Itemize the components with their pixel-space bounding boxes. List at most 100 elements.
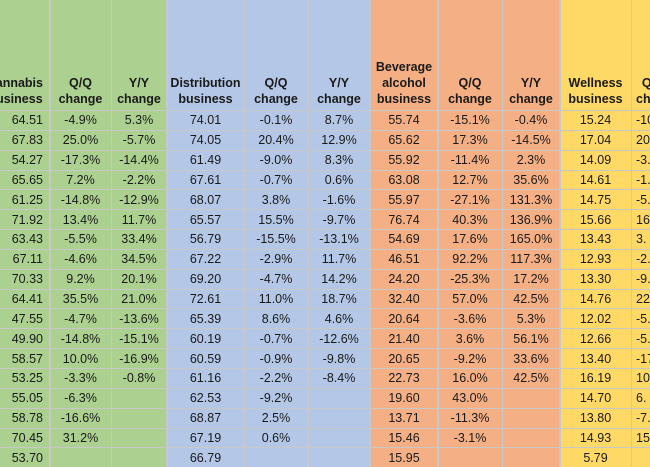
cell-beverage-yy-change[interactable] [503, 428, 559, 448]
cell-beverage-qq-change[interactable]: -25.3% [438, 269, 502, 289]
cell-wellness-qq-change[interactable]: 10. [632, 368, 650, 388]
cell-wellness-business[interactable]: 5.79 [560, 448, 631, 467]
cell-wellness-business[interactable]: 13.30 [560, 269, 631, 289]
cell-distribution-business[interactable]: 67.19 [167, 428, 244, 448]
cell-cannabis-qq-change[interactable]: -4.6% [50, 249, 111, 269]
cell-beverage-qq-change[interactable]: -3.1% [438, 428, 502, 448]
cell-beverage-yy-change[interactable] [503, 388, 559, 408]
cell-cannabis-yy-change[interactable]: 11.7% [112, 210, 166, 230]
cell-beverage-yy-change[interactable]: 33.6% [503, 349, 559, 368]
cell-distribution-yy-change[interactable]: -9.8% [308, 349, 370, 368]
cell-distribution-business[interactable]: 61.16 [167, 368, 244, 388]
cell-distribution-qq-change[interactable]: -0.7% [245, 170, 307, 190]
cell-beverage-qq-change[interactable]: -15.1% [438, 111, 502, 130]
cell-distribution-qq-change[interactable]: -0.9% [245, 349, 307, 368]
header-beverage-alcohol-business[interactable]: Beverage alcohol business [371, 0, 437, 110]
cell-cannabis-qq-change[interactable]: -17.3% [50, 150, 111, 170]
header-cannabis-yy-change[interactable]: Y/Y change [112, 0, 166, 110]
cell-wellness-qq-change[interactable] [632, 448, 650, 467]
cell-distribution-yy-change[interactable]: 8.7% [308, 111, 370, 130]
cell-beverage-qq-change[interactable]: 12.7% [438, 170, 502, 190]
header-distribution-qq-change[interactable]: Q/Q change [245, 0, 307, 110]
header-beverage-qq-change[interactable]: Q/Q change [438, 0, 502, 110]
cell-cannabis-yy-change[interactable]: -15.1% [112, 329, 166, 349]
cell-cannabis-qq-change[interactable]: -4.7% [50, 309, 111, 329]
cell-wellness-business[interactable]: 15.66 [560, 210, 631, 230]
cell-beverage-qq-change[interactable] [438, 448, 502, 467]
cell-distribution-business[interactable]: 65.57 [167, 210, 244, 230]
header-distribution-business[interactable]: Distribution business [167, 0, 244, 110]
cell-wellness-business[interactable]: 14.93 [560, 428, 631, 448]
cell-cannabis-business[interactable]: 63.43 [0, 230, 49, 249]
cell-wellness-business[interactable]: 14.76 [560, 289, 631, 309]
cell-distribution-business[interactable]: 69.20 [167, 269, 244, 289]
cell-distribution-yy-change[interactable]: 0.6% [308, 170, 370, 190]
cell-beverage-alcohol-business[interactable]: 24.20 [371, 269, 437, 289]
cell-beverage-yy-change[interactable]: 42.5% [503, 289, 559, 309]
cell-cannabis-business[interactable]: 61.25 [0, 190, 49, 210]
cell-distribution-business[interactable]: 72.61 [167, 289, 244, 309]
cell-wellness-qq-change[interactable]: 6. [632, 388, 650, 408]
header-wellness-business[interactable]: Wellness business [560, 0, 631, 110]
cell-cannabis-qq-change[interactable]: -5.5% [50, 230, 111, 249]
cell-beverage-qq-change[interactable]: 40.3% [438, 210, 502, 230]
cell-wellness-business[interactable]: 13.80 [560, 408, 631, 428]
cell-distribution-business[interactable]: 60.59 [167, 349, 244, 368]
cell-wellness-business[interactable]: 12.66 [560, 329, 631, 349]
cell-distribution-qq-change[interactable] [245, 448, 307, 467]
cell-cannabis-business[interactable]: 65.65 [0, 170, 49, 190]
cell-cannabis-business[interactable]: 58.78 [0, 408, 49, 428]
cell-cannabis-qq-change[interactable]: 25.0% [50, 130, 111, 150]
cell-beverage-alcohol-business[interactable]: 46.51 [371, 249, 437, 269]
cell-cannabis-qq-change[interactable]: -4.9% [50, 111, 111, 130]
cell-beverage-qq-change[interactable]: 3.6% [438, 329, 502, 349]
cell-wellness-business[interactable]: 14.09 [560, 150, 631, 170]
cell-cannabis-yy-change[interactable]: -0.8% [112, 368, 166, 388]
cell-cannabis-business[interactable]: 54.27 [0, 150, 49, 170]
cell-cannabis-business[interactable]: 64.51 [0, 111, 49, 130]
cell-cannabis-qq-change[interactable]: -14.8% [50, 329, 111, 349]
cell-wellness-qq-change[interactable]: -7. [632, 408, 650, 428]
cell-wellness-qq-change[interactable]: -10 [632, 111, 650, 130]
cell-wellness-business[interactable]: 16.19 [560, 368, 631, 388]
cell-beverage-yy-change[interactable]: 35.6% [503, 170, 559, 190]
cell-beverage-qq-change[interactable]: 43.0% [438, 388, 502, 408]
cell-cannabis-yy-change[interactable] [112, 408, 166, 428]
cell-distribution-business[interactable]: 60.19 [167, 329, 244, 349]
cell-wellness-qq-change[interactable]: -17 [632, 349, 650, 368]
cell-beverage-qq-change[interactable]: -3.6% [438, 309, 502, 329]
cell-wellness-business[interactable]: 13.40 [560, 349, 631, 368]
cell-wellness-business[interactable]: 15.24 [560, 111, 631, 130]
cell-distribution-yy-change[interactable] [308, 388, 370, 408]
cell-beverage-yy-change[interactable]: 136.9% [503, 210, 559, 230]
cell-beverage-alcohol-business[interactable]: 32.40 [371, 289, 437, 309]
cell-cannabis-qq-change[interactable]: 13.4% [50, 210, 111, 230]
cell-distribution-business[interactable]: 62.53 [167, 388, 244, 408]
cell-distribution-qq-change[interactable]: 15.5% [245, 210, 307, 230]
cell-cannabis-qq-change[interactable]: -3.3% [50, 368, 111, 388]
header-cannabis-qq-change[interactable]: Q/Q change [50, 0, 111, 110]
cell-cannabis-qq-change[interactable]: 7.2% [50, 170, 111, 190]
cell-distribution-qq-change[interactable]: 20.4% [245, 130, 307, 150]
cell-cannabis-qq-change[interactable] [50, 448, 111, 467]
cell-distribution-business[interactable]: 56.79 [167, 230, 244, 249]
cell-distribution-qq-change[interactable]: 2.5% [245, 408, 307, 428]
cell-cannabis-business[interactable]: 64.41 [0, 289, 49, 309]
cell-distribution-yy-change[interactable]: 8.3% [308, 150, 370, 170]
cell-wellness-qq-change[interactable]: -5. [632, 329, 650, 349]
cell-beverage-alcohol-business[interactable]: 76.74 [371, 210, 437, 230]
cell-distribution-qq-change[interactable]: -0.7% [245, 329, 307, 349]
cell-distribution-business[interactable]: 66.79 [167, 448, 244, 467]
cell-wellness-business[interactable]: 14.75 [560, 190, 631, 210]
cell-beverage-alcohol-business[interactable]: 55.97 [371, 190, 437, 210]
cell-distribution-business[interactable]: 65.39 [167, 309, 244, 329]
cell-distribution-qq-change[interactable]: 3.8% [245, 190, 307, 210]
header-cannabis-business[interactable]: annabis usiness [0, 0, 49, 110]
cell-distribution-yy-change[interactable]: 18.7% [308, 289, 370, 309]
cell-distribution-business[interactable]: 61.49 [167, 150, 244, 170]
cell-distribution-qq-change[interactable]: -9.0% [245, 150, 307, 170]
cell-cannabis-qq-change[interactable]: -6.3% [50, 388, 111, 408]
cell-distribution-yy-change[interactable]: -12.6% [308, 329, 370, 349]
cell-beverage-alcohol-business[interactable]: 22.73 [371, 368, 437, 388]
cell-distribution-business[interactable]: 74.05 [167, 130, 244, 150]
